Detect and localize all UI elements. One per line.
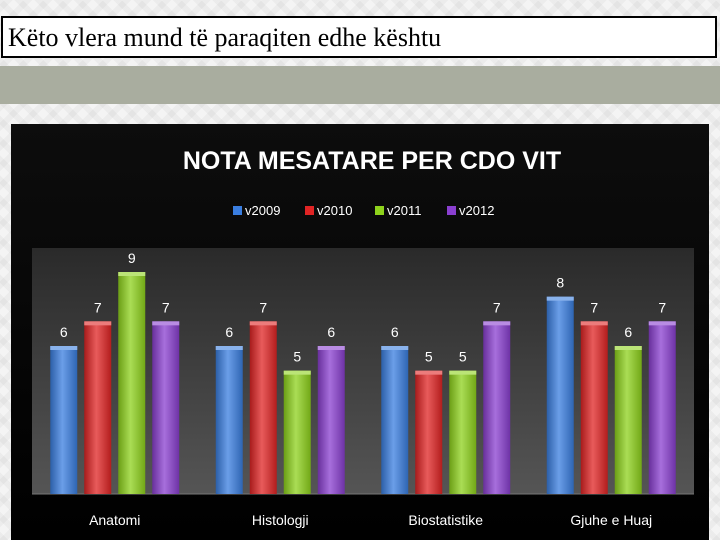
legend-swatch-v2011 bbox=[375, 206, 384, 215]
bar-v2009-anatomi bbox=[50, 346, 78, 494]
data-label: 6 bbox=[327, 324, 335, 340]
data-label: 7 bbox=[658, 299, 666, 315]
data-label: 7 bbox=[94, 299, 102, 315]
legend-label-v2012: v2012 bbox=[459, 203, 494, 218]
data-label: 7 bbox=[590, 299, 598, 315]
data-label: 5 bbox=[293, 349, 301, 365]
legend-swatch-v2009 bbox=[233, 206, 242, 215]
bar-cap bbox=[415, 370, 443, 375]
category-label: Gjuhe e Huaj bbox=[570, 512, 652, 528]
bar-v2011-anatomi bbox=[118, 272, 146, 494]
data-label: 7 bbox=[259, 299, 267, 315]
bar-cap bbox=[483, 321, 511, 326]
bar-cap bbox=[283, 370, 311, 375]
legend-label-v2011: v2011 bbox=[387, 203, 421, 218]
bar-cap bbox=[546, 296, 574, 301]
legend: v2009 v2010 v2011 v2012 bbox=[233, 203, 494, 218]
slide-title-box: Këto vlera mund të paraqiten edhe kështu bbox=[1, 16, 717, 58]
data-label: 6 bbox=[391, 324, 399, 340]
data-label: 5 bbox=[459, 349, 467, 365]
bar-cap bbox=[118, 272, 146, 276]
bar-v2009-biostatistike bbox=[381, 346, 409, 494]
data-label: 8 bbox=[556, 275, 564, 291]
bar-v2009-gjuhe-e-huaj bbox=[546, 296, 574, 494]
bar-v2010-biostatistike bbox=[415, 370, 443, 494]
bar-v2010-histologji bbox=[249, 321, 277, 494]
bar-cap bbox=[648, 321, 676, 326]
bar-v2012-anatomi bbox=[152, 321, 180, 494]
bar-v2011-biostatistike bbox=[449, 370, 477, 494]
bar-cap bbox=[84, 321, 112, 326]
bar-cap bbox=[152, 321, 180, 326]
bar-cap bbox=[215, 346, 243, 350]
bar-v2010-gjuhe-e-huaj bbox=[580, 321, 608, 494]
legend-label-v2009: v2009 bbox=[245, 203, 280, 218]
bar-group bbox=[50, 272, 676, 494]
data-label: 5 bbox=[425, 349, 433, 365]
bar-cap bbox=[580, 321, 608, 326]
chart-title: NOTA MESATARE PER CDO VIT bbox=[183, 147, 561, 175]
legend-swatch-v2010 bbox=[305, 206, 314, 215]
bar-chart: NOTA MESATARE PER CDO VIT v2009 v2010 v201… bbox=[11, 124, 709, 540]
slide-title: Këto vlera mund të paraqiten edhe kështu bbox=[8, 23, 442, 52]
bar-v2011-histologji bbox=[283, 370, 311, 494]
header-bar bbox=[0, 66, 720, 104]
bar-cap bbox=[50, 346, 78, 350]
data-label: 6 bbox=[60, 324, 68, 340]
bar-v2010-anatomi bbox=[84, 321, 112, 494]
bar-v2012-biostatistike bbox=[483, 321, 511, 494]
bar-v2011-gjuhe-e-huaj bbox=[614, 346, 642, 494]
data-label: 9 bbox=[128, 250, 136, 266]
category-label: Biostatistike bbox=[408, 512, 483, 528]
legend-swatch-v2012 bbox=[447, 206, 456, 215]
data-label: 6 bbox=[624, 324, 632, 340]
bar-cap bbox=[449, 370, 477, 375]
bar-v2012-histologji bbox=[317, 346, 345, 494]
bar-v2009-histologji bbox=[215, 346, 243, 494]
bar-cap bbox=[249, 321, 277, 326]
chart-container: NOTA MESATARE PER CDO VIT v2009 v2010 v201… bbox=[11, 124, 709, 540]
category-label-group: Anatomi Histologji Biostatistike Gjuhe e Hu… bbox=[89, 512, 652, 528]
category-label: Anatomi bbox=[89, 512, 140, 528]
bar-cap bbox=[381, 346, 409, 350]
bar-cap bbox=[614, 346, 642, 350]
data-label: 6 bbox=[225, 324, 233, 340]
data-label: 7 bbox=[493, 299, 501, 315]
category-label: Histologji bbox=[252, 512, 309, 528]
value-label-group: 6 7 9 7 6 7 5 6 6 5 5 7 8 7 6 7 bbox=[60, 250, 667, 365]
data-label: 7 bbox=[162, 299, 170, 315]
bar-cap bbox=[317, 346, 345, 350]
legend-label-v2010: v2010 bbox=[317, 203, 352, 218]
bar-v2012-gjuhe-e-huaj bbox=[648, 321, 676, 494]
